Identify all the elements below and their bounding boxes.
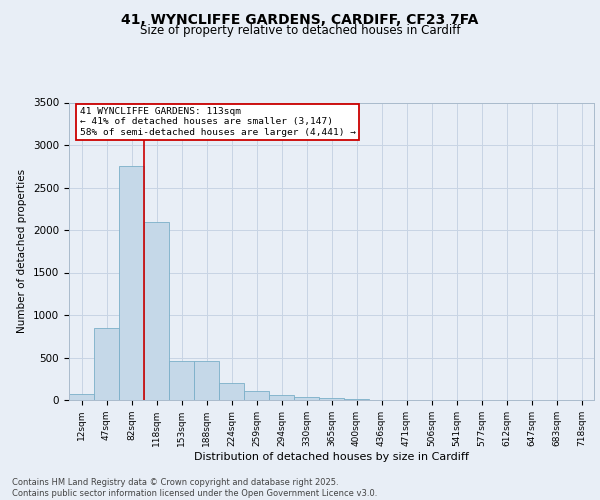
Text: 41, WYNCLIFFE GARDENS, CARDIFF, CF23 7FA: 41, WYNCLIFFE GARDENS, CARDIFF, CF23 7FA bbox=[121, 12, 479, 26]
Bar bbox=[294, 396, 319, 400]
Text: 41 WYNCLIFFE GARDENS: 113sqm
← 41% of detached houses are smaller (3,147)
58% of: 41 WYNCLIFFE GARDENS: 113sqm ← 41% of de… bbox=[79, 107, 355, 137]
Bar bbox=[269, 395, 294, 400]
Bar bbox=[94, 328, 119, 400]
Text: Size of property relative to detached houses in Cardiff: Size of property relative to detached ho… bbox=[140, 24, 460, 37]
Bar bbox=[319, 398, 344, 400]
Bar bbox=[169, 361, 194, 400]
Bar bbox=[244, 390, 269, 400]
Bar bbox=[219, 383, 244, 400]
Bar bbox=[69, 394, 94, 400]
Bar bbox=[344, 399, 369, 400]
Y-axis label: Number of detached properties: Number of detached properties bbox=[17, 169, 28, 334]
Text: Contains HM Land Registry data © Crown copyright and database right 2025.
Contai: Contains HM Land Registry data © Crown c… bbox=[12, 478, 377, 498]
Bar bbox=[144, 222, 169, 400]
Bar bbox=[194, 361, 219, 400]
Bar bbox=[119, 166, 144, 400]
X-axis label: Distribution of detached houses by size in Cardiff: Distribution of detached houses by size … bbox=[194, 452, 469, 462]
